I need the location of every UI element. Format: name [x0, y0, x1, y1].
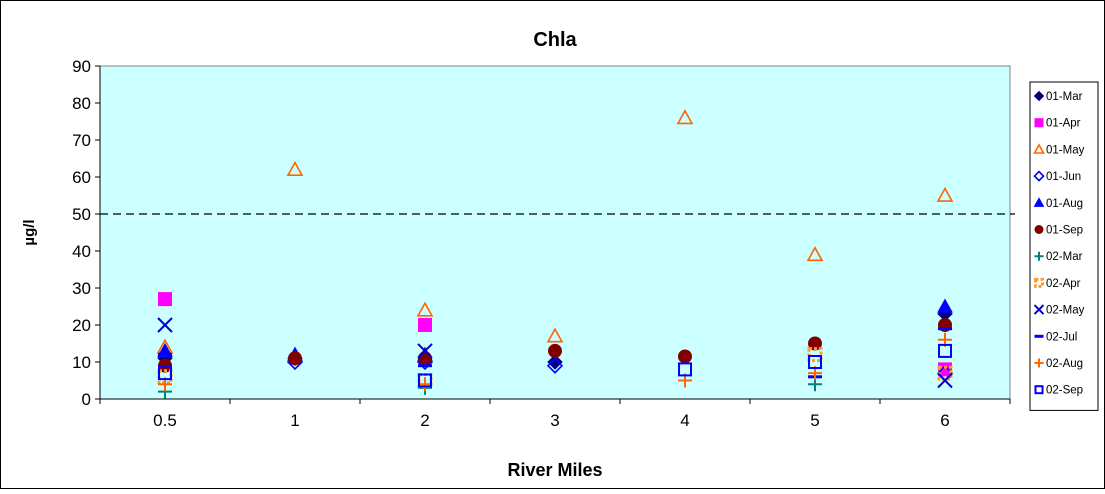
legend-label: 01-Mar	[1046, 91, 1083, 103]
y-tick-label: 10	[72, 353, 91, 372]
data-point	[418, 373, 432, 388]
data-point	[418, 351, 432, 366]
legend-item: 01-Sep	[1034, 225, 1083, 237]
series-02-May	[157, 317, 953, 389]
legend-item: 02-Aug	[1034, 358, 1083, 370]
legend-item: 01-Aug	[1033, 197, 1083, 210]
x-tick-label: 1	[290, 411, 299, 430]
data-points	[156, 109, 954, 399]
y-tick-label: 20	[72, 316, 91, 335]
data-point	[157, 317, 173, 333]
legend-marker	[1033, 170, 1045, 182]
chart-title: Chla	[533, 29, 577, 51]
data-point	[417, 343, 433, 359]
series-02-Jul	[158, 327, 952, 379]
data-point	[158, 366, 172, 381]
y-tick-label: 0	[82, 390, 91, 409]
legend-label: 02-Mar	[1046, 251, 1083, 263]
legend-item: 01-Jun	[1033, 170, 1081, 183]
data-point	[808, 355, 822, 369]
data-point	[416, 301, 434, 317]
data-point	[678, 362, 692, 377]
x-tick-label: 3	[550, 411, 559, 430]
legend-label: 02-May	[1046, 305, 1085, 317]
legend: 01-Mar 01-Apr 01-May 01-Jun 01-Aug 01-Sep 02-M…	[1029, 81, 1099, 411]
data-point	[807, 347, 823, 363]
data-point	[288, 351, 302, 366]
data-point	[808, 336, 822, 351]
legend-marker	[1033, 197, 1045, 207]
legend-marker	[1033, 90, 1045, 102]
legend-marker	[1034, 277, 1044, 288]
legend-item: 01-Apr	[1034, 118, 1081, 130]
legend-item: 02-May	[1033, 304, 1085, 317]
legend-label: 02-Aug	[1046, 358, 1083, 370]
legend-label: 01-Aug	[1046, 198, 1083, 210]
legend-marker	[1034, 118, 1044, 128]
legend-marker	[1034, 225, 1044, 234]
legend-marker	[1034, 358, 1044, 368]
data-point	[938, 343, 952, 358]
legend-item: 01-Mar	[1033, 90, 1083, 103]
legend-box	[1029, 81, 1099, 411]
legend-item: 01-May	[1033, 143, 1085, 156]
plot-area	[99, 65, 1011, 400]
data-point	[676, 109, 694, 125]
legend-marker	[1034, 385, 1044, 395]
series-02-Sep	[158, 343, 952, 388]
data-point	[158, 292, 172, 307]
x-tick-label: 4	[680, 411, 689, 430]
x-tick-label: 0.5	[153, 411, 177, 430]
legend-marker	[1033, 143, 1045, 154]
y-tick-label: 80	[72, 94, 91, 113]
legend-item: 02-Mar	[1034, 251, 1083, 263]
y-tick-label: 70	[72, 131, 91, 150]
legend-marker	[1034, 251, 1044, 261]
data-point	[546, 327, 564, 343]
y-tick-label: 30	[72, 279, 91, 298]
legend-label: 01-Jun	[1046, 171, 1081, 183]
x-tick-label: 5	[810, 411, 819, 430]
legend-label: 01-Apr	[1046, 118, 1081, 130]
data-point	[418, 318, 432, 332]
data-point	[937, 298, 953, 313]
y-axis-label: µg/l	[21, 219, 38, 245]
axes: 0 10 20 30 40 50 60 70 80 90 0.5 1 2 3 4 5 6	[72, 57, 1011, 430]
legend-label: 02-Apr	[1046, 278, 1081, 290]
x-axis-label: River Miles	[507, 460, 602, 480]
legend-label: 01-May	[1046, 144, 1085, 156]
legend-label: 02-Sep	[1046, 385, 1083, 397]
data-point	[937, 372, 953, 389]
data-point	[678, 349, 692, 364]
x-tick-label: 2	[420, 411, 429, 430]
data-point	[158, 358, 172, 373]
legend-label: 02-Jul	[1046, 331, 1077, 343]
legend-item: 02-Sep	[1034, 385, 1083, 397]
legend-item: 02-Jul	[1034, 331, 1077, 343]
legend-marker	[1033, 304, 1045, 315]
y-tick-label: 90	[72, 57, 91, 76]
y-tick-label: 40	[72, 242, 91, 261]
data-point	[546, 357, 564, 374]
y-tick-label: 50	[72, 205, 91, 224]
data-point	[806, 246, 824, 262]
series-01-Sep	[158, 318, 952, 373]
legend-label: 01-Sep	[1046, 225, 1083, 237]
data-point	[418, 377, 432, 392]
data-point	[286, 160, 304, 176]
series-02-Aug	[158, 332, 952, 392]
data-point	[936, 186, 954, 202]
legend-item: 02-Apr	[1034, 277, 1081, 290]
data-point	[548, 343, 562, 358]
x-tick-label: 6	[940, 411, 949, 430]
y-tick-label: 60	[72, 168, 91, 187]
data-point	[547, 354, 563, 370]
series-01-Apr	[158, 292, 952, 377]
